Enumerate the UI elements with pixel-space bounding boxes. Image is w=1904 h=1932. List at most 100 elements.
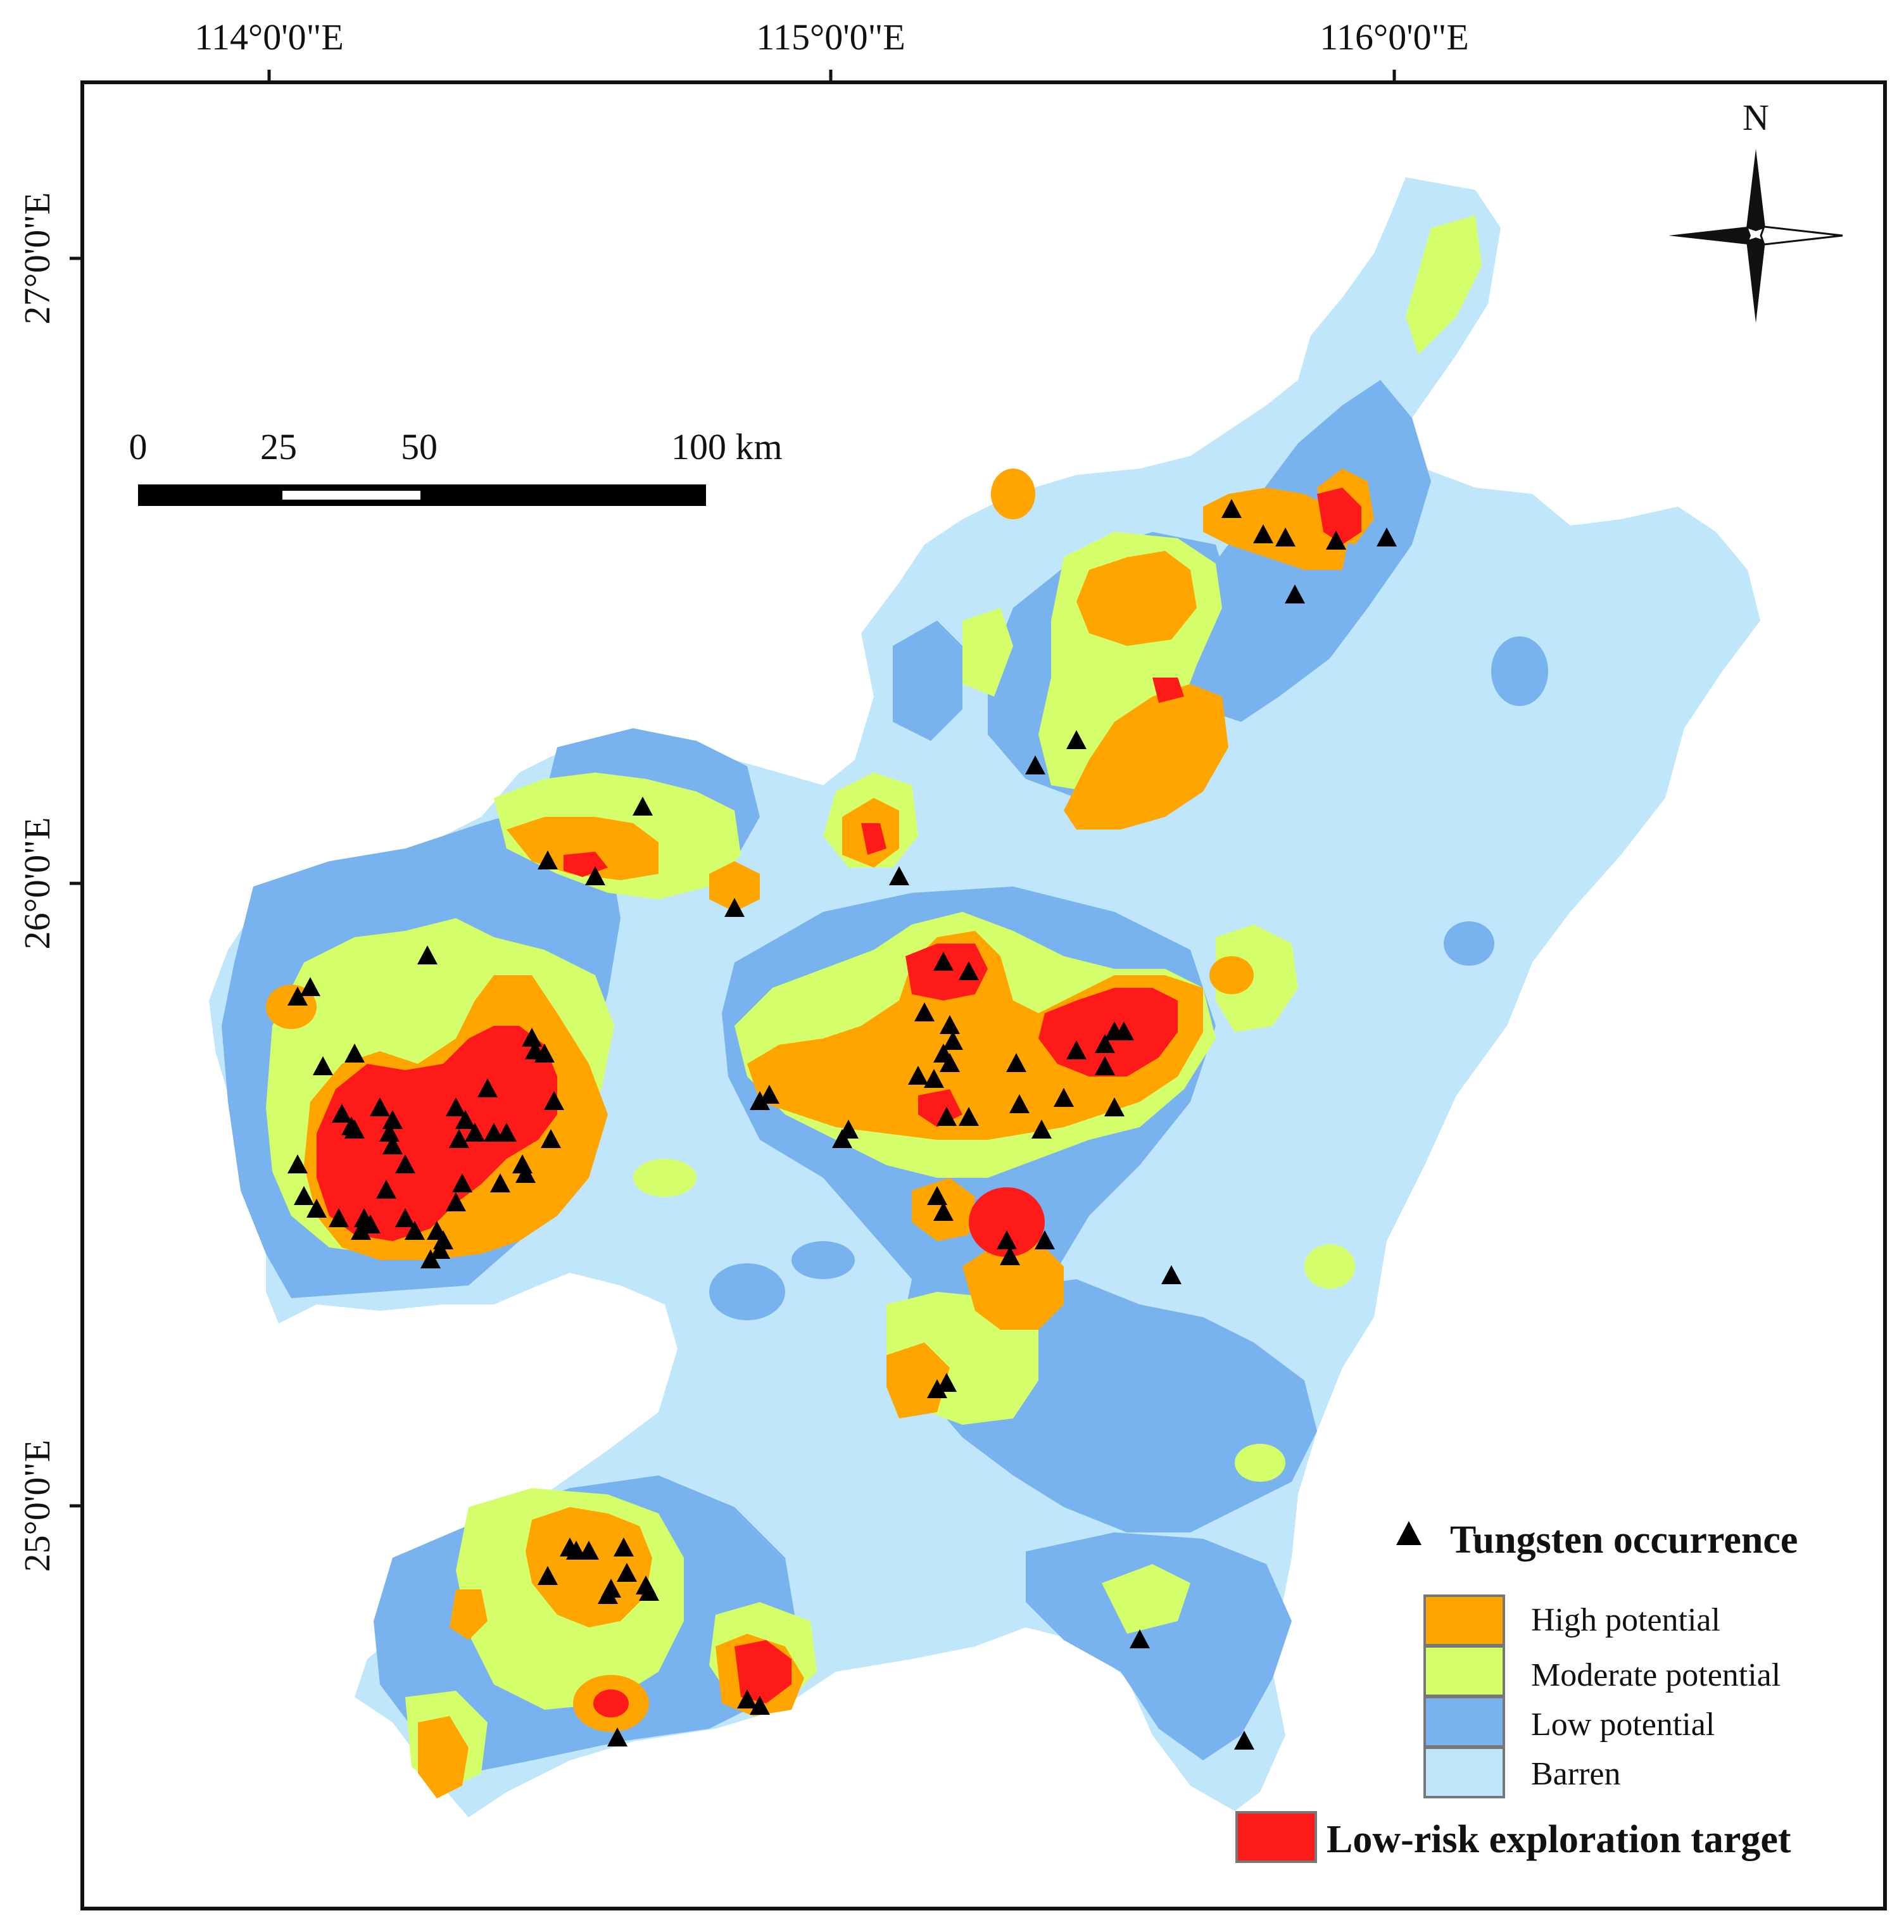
- scale-label-25: 25: [260, 426, 297, 467]
- tungsten-occurrence-marker: [522, 1028, 542, 1047]
- tungsten-occurrence-marker: [449, 1129, 469, 1148]
- scale-bar: 0 25 50 100 km: [129, 426, 783, 506]
- tungsten-occurrence-marker: [933, 952, 954, 971]
- tungsten-occurrence-marker: [446, 1097, 466, 1116]
- tungsten-occurrence-marker: [1000, 1246, 1020, 1265]
- tungsten-occurrence-marker: [889, 866, 909, 885]
- tungsten-occurrence-marker: [933, 1202, 954, 1221]
- tungsten-occurrence-marker: [959, 1107, 979, 1126]
- tungsten-occurrence-marker: [395, 1154, 415, 1173]
- tungsten-occurrence-marker: [1253, 524, 1273, 543]
- tungsten-occurrence-marker: [417, 945, 438, 964]
- tungsten-occurrence-marker: [936, 1107, 957, 1126]
- tungsten-occurrence-marker: [1161, 1265, 1182, 1284]
- legend-occurrence-icon: [1396, 1521, 1422, 1545]
- tungsten-occurrence-marker: [1275, 527, 1296, 546]
- tungsten-occurrence-marker: [1130, 1629, 1150, 1648]
- tungsten-occurrence-marker: [477, 1078, 498, 1097]
- graticule-ticks: [70, 70, 1396, 1508]
- tungsten-occurrence-marker: [585, 866, 605, 885]
- legend-swatch-target: [1235, 1811, 1317, 1863]
- low-risk-target-areas: [317, 488, 1361, 1717]
- tungsten-occurrence-marker: [614, 1537, 634, 1556]
- tungsten-occurrence-marker: [376, 1180, 396, 1199]
- tungsten-occurrences: [287, 499, 1397, 1750]
- legend: Tungsten occurrence High potential Moder…: [1235, 1518, 1798, 1863]
- lat-label-26: 26°0'0"E: [16, 818, 58, 950]
- lon-label-116: 116°0'0"E: [1320, 16, 1469, 58]
- scale-bar-outline: [138, 484, 706, 506]
- tungsten-occurrence-marker: [313, 1056, 333, 1075]
- tungsten-occurrence-marker: [1006, 1053, 1026, 1072]
- tungsten-occurrence-marker: [617, 1563, 637, 1582]
- tungsten-occurrence-marker: [382, 1110, 403, 1129]
- tungsten-occurrence-marker: [1031, 1120, 1052, 1139]
- tungsten-occurrence-marker: [534, 1044, 555, 1063]
- west-arrow-needle: [1668, 227, 1751, 244]
- legend-swatch-low: [1423, 1696, 1505, 1748]
- north-arrow-needle: [1746, 149, 1765, 231]
- tungsten-occurrence-marker: [496, 1123, 517, 1142]
- legend-swatch-moderate: [1423, 1645, 1505, 1697]
- tungsten-occurrence-marker: [452, 1173, 472, 1192]
- tungsten-occurrence-marker: [1025, 755, 1045, 774]
- tungsten-occurrence-marker: [914, 1002, 935, 1021]
- scale-label-0: 0: [129, 426, 148, 467]
- tungsten-occurrence-marker: [927, 1379, 947, 1398]
- tungsten-occurrence-marker: [750, 1696, 770, 1715]
- tungsten-occurrence-marker: [1377, 527, 1397, 546]
- tungsten-occurrence-marker: [287, 1154, 308, 1173]
- legend-label-barren: Barren: [1531, 1756, 1620, 1792]
- tungsten-occurrence-marker: [544, 1091, 564, 1110]
- tungsten-occurrence-marker: [639, 1582, 659, 1601]
- tungsten-occurrence-marker: [370, 1097, 390, 1116]
- legend-swatch-barren: [1423, 1746, 1505, 1798]
- north-arrow: N: [1668, 97, 1843, 323]
- tungsten-occurrence-marker: [598, 1585, 618, 1604]
- tungsten-occurrence-marker: [1114, 1021, 1134, 1040]
- tungsten-occurrence-marker: [541, 1129, 561, 1148]
- tungsten-occurrence-marker: [490, 1173, 510, 1192]
- tungsten-occurrence-marker: [329, 1208, 349, 1227]
- tungsten-occurrence-marker: [940, 1053, 960, 1072]
- tungsten-occurrence-marker: [430, 1240, 450, 1259]
- legend-target-label: Low-risk exploration target: [1327, 1818, 1791, 1861]
- scale-label-100km: 100 km: [671, 426, 783, 467]
- tungsten-occurrence-marker: [924, 1069, 944, 1088]
- tungsten-occurrence-marker: [759, 1085, 779, 1104]
- lat-label-27: 27°0'0"E: [16, 193, 58, 325]
- tungsten-occurrence-marker: [306, 1199, 327, 1218]
- tungsten-occurrence-marker: [382, 1135, 403, 1154]
- tungsten-occurrence-marker: [1095, 1034, 1115, 1053]
- tungsten-occurrence-marker: [1285, 584, 1305, 603]
- tungsten-occurrence-marker: [997, 1230, 1017, 1249]
- tungsten-occurrence-marker: [832, 1129, 852, 1148]
- tungsten-occurrence-marker: [943, 1031, 963, 1050]
- legend-label-moderate: Moderate potential: [1531, 1657, 1781, 1693]
- tungsten-occurrence-marker: [940, 1015, 960, 1034]
- tungsten-occurrence-marker: [750, 1091, 770, 1110]
- legend-label-high: High potential: [1531, 1602, 1720, 1638]
- scale-label-50: 50: [401, 426, 438, 467]
- north-label: N: [1743, 97, 1769, 138]
- tungsten-occurrence-marker: [724, 898, 745, 917]
- tungsten-occurrence-marker: [633, 797, 653, 816]
- tungsten-occurrence-marker: [351, 1221, 371, 1240]
- tungsten-occurrence-marker: [354, 1208, 374, 1227]
- legend-label-low: Low potential: [1531, 1707, 1715, 1743]
- tungsten-occurrence-marker: [344, 1120, 365, 1139]
- legend-swatch-high: [1423, 1594, 1505, 1646]
- tungsten-occurrence-marker: [538, 1566, 558, 1585]
- tungsten-occurrence-marker: [1234, 1731, 1254, 1750]
- tungsten-occurrence-marker: [607, 1727, 627, 1746]
- tungsten-occurrence-marker: [395, 1208, 415, 1227]
- legend-occurrence-label: Tungsten occurrence: [1450, 1518, 1798, 1562]
- tungsten-occurrence-marker: [959, 961, 979, 980]
- tungsten-occurrence-marker: [344, 1044, 365, 1063]
- tungsten-occurrence-marker: [515, 1164, 536, 1183]
- tungsten-occurrence-marker: [405, 1221, 425, 1240]
- tungsten-occurrence-marker: [332, 1104, 352, 1123]
- lon-label-114: 114°0'0"E: [194, 16, 344, 58]
